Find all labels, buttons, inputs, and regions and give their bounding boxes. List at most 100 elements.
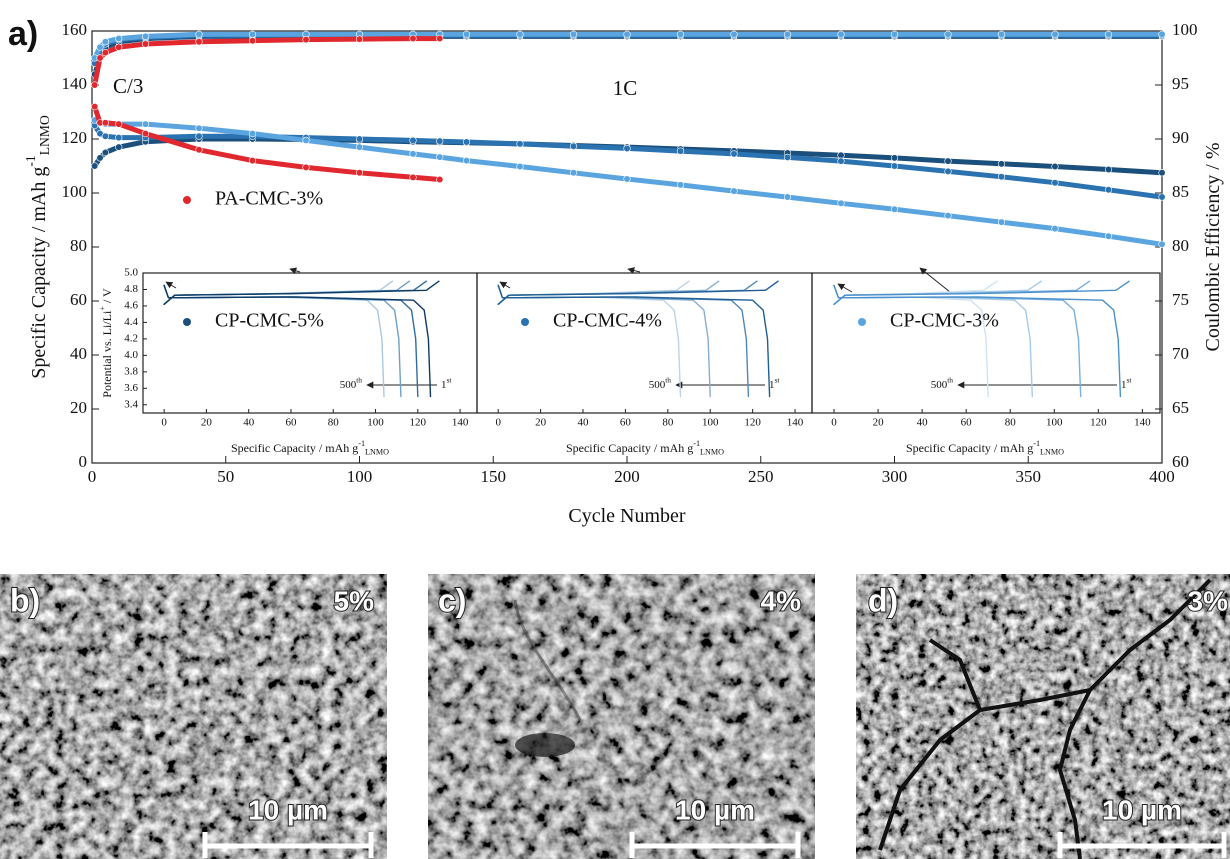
sem-image xyxy=(0,574,387,859)
label-part: Coulombic Efficiency / % xyxy=(1202,142,1224,351)
y2-tick-label: 70 xyxy=(1172,344,1189,363)
x-tick-label: 40 xyxy=(578,416,590,428)
x-tick-label: 80 xyxy=(328,416,340,428)
data-point xyxy=(516,140,524,148)
panel-label: a) xyxy=(8,15,38,53)
data-point xyxy=(302,36,310,44)
legend-marker xyxy=(183,196,191,204)
x-tick-label: 100 xyxy=(1046,416,1063,428)
y-tick-label: 60 xyxy=(70,290,87,309)
legend-label: PA-CMC-3% xyxy=(215,188,323,210)
scale-label: 10 µm xyxy=(248,794,328,825)
label-part: -1 xyxy=(693,439,700,448)
y2-tick-label: 85 xyxy=(1172,182,1189,201)
label-part: -1 xyxy=(358,439,365,448)
data-point xyxy=(676,147,685,155)
data-point xyxy=(890,154,899,162)
x-tick-label: 400 xyxy=(1149,467,1175,486)
x-tick-label: 0 xyxy=(88,467,97,486)
data-point xyxy=(101,148,109,157)
y2-tick-label: 100 xyxy=(1172,20,1198,39)
pore xyxy=(515,733,575,757)
y-tick-label: 4.4 xyxy=(124,316,138,328)
data-point xyxy=(462,138,471,146)
data-point xyxy=(944,157,952,165)
data-point xyxy=(355,169,364,177)
y2-tick-label: 60 xyxy=(1172,452,1189,471)
series-line xyxy=(163,280,427,398)
data-point xyxy=(302,163,310,171)
data-point xyxy=(115,134,123,142)
y-tick-label: 100 xyxy=(62,182,88,201)
y2-tick-label: 90 xyxy=(1172,128,1189,147)
binder-percent: 4% xyxy=(761,585,802,616)
label-part: Potential vs. Li/Li xyxy=(100,310,114,398)
y-tick-label: 4.2 xyxy=(124,332,138,344)
x-tick-label: 0 xyxy=(495,416,501,428)
x-tick-label: 300 xyxy=(882,467,908,486)
label-part: Cycle Number xyxy=(568,505,686,527)
y-tick-label: 0 xyxy=(79,452,88,471)
data-point xyxy=(141,32,150,41)
data-point xyxy=(409,150,417,158)
x-tick-label: 200 xyxy=(614,467,640,486)
legend-label: CP-CMC-5% xyxy=(215,310,324,332)
annotation: 1st xyxy=(1121,375,1132,390)
y-tick-label: 80 xyxy=(70,236,87,255)
series-line xyxy=(497,280,779,398)
binder-percent: 3% xyxy=(1188,585,1229,616)
x-axis-title: Specific Capacity / mAh g-1LNMO xyxy=(566,439,724,456)
label-part: Specific Capacity / mAh g xyxy=(906,441,1033,455)
data-point xyxy=(302,136,310,144)
panel-label: d) xyxy=(868,582,898,618)
x-tick-label: 60 xyxy=(285,416,297,428)
label-part: Specific Capacity / mAh g xyxy=(28,167,50,379)
label-part: Specific Capacity / mAh g xyxy=(566,441,693,455)
data-point xyxy=(141,40,150,48)
data-point xyxy=(1104,186,1113,194)
data-point xyxy=(409,34,417,43)
data-point xyxy=(195,30,203,38)
data-point xyxy=(115,143,123,151)
legend-marker xyxy=(858,318,866,326)
label-part: LNMO xyxy=(700,447,724,456)
data-point xyxy=(783,193,792,201)
label-part: -1 xyxy=(23,155,38,166)
data-point xyxy=(195,146,203,154)
data-point xyxy=(101,48,109,57)
data-point xyxy=(115,120,123,128)
pore xyxy=(513,599,582,721)
scale-bars xyxy=(202,832,1227,858)
data-point xyxy=(101,132,109,140)
x-tick-label: 40 xyxy=(917,416,929,428)
data-point xyxy=(1104,165,1113,174)
plot-frame xyxy=(811,272,1161,414)
data-point xyxy=(569,142,578,150)
data-point xyxy=(516,30,524,38)
x-tick-label: 60 xyxy=(620,416,632,428)
data-point xyxy=(248,130,257,138)
annotation: 1C xyxy=(613,76,638,100)
x-tick-label: 150 xyxy=(481,467,507,486)
y-tick-label: 140 xyxy=(62,74,88,93)
y-tick-label: 3.8 xyxy=(124,365,138,377)
label-part: st xyxy=(447,375,453,384)
label-part: 1 xyxy=(769,379,775,391)
data-point xyxy=(676,181,685,189)
data-point xyxy=(730,187,738,195)
data-point xyxy=(569,169,578,177)
y-axis-title: Potential vs. Li/Li+ / V xyxy=(98,288,114,398)
series-line xyxy=(833,280,1130,398)
data-point xyxy=(355,35,364,43)
label-part: LNMO xyxy=(37,115,52,155)
x-tick-label: 140 xyxy=(1134,416,1151,428)
annotation: 500th xyxy=(340,375,363,390)
annotation: 500th xyxy=(931,375,954,390)
x-tick-label: 20 xyxy=(873,416,885,428)
x-tick-label: 250 xyxy=(748,467,774,486)
data-point xyxy=(730,30,738,38)
data-point xyxy=(436,175,444,184)
data-point xyxy=(115,43,123,51)
x-tick-label: 20 xyxy=(201,416,213,428)
x-tick-label: 20 xyxy=(535,416,547,428)
